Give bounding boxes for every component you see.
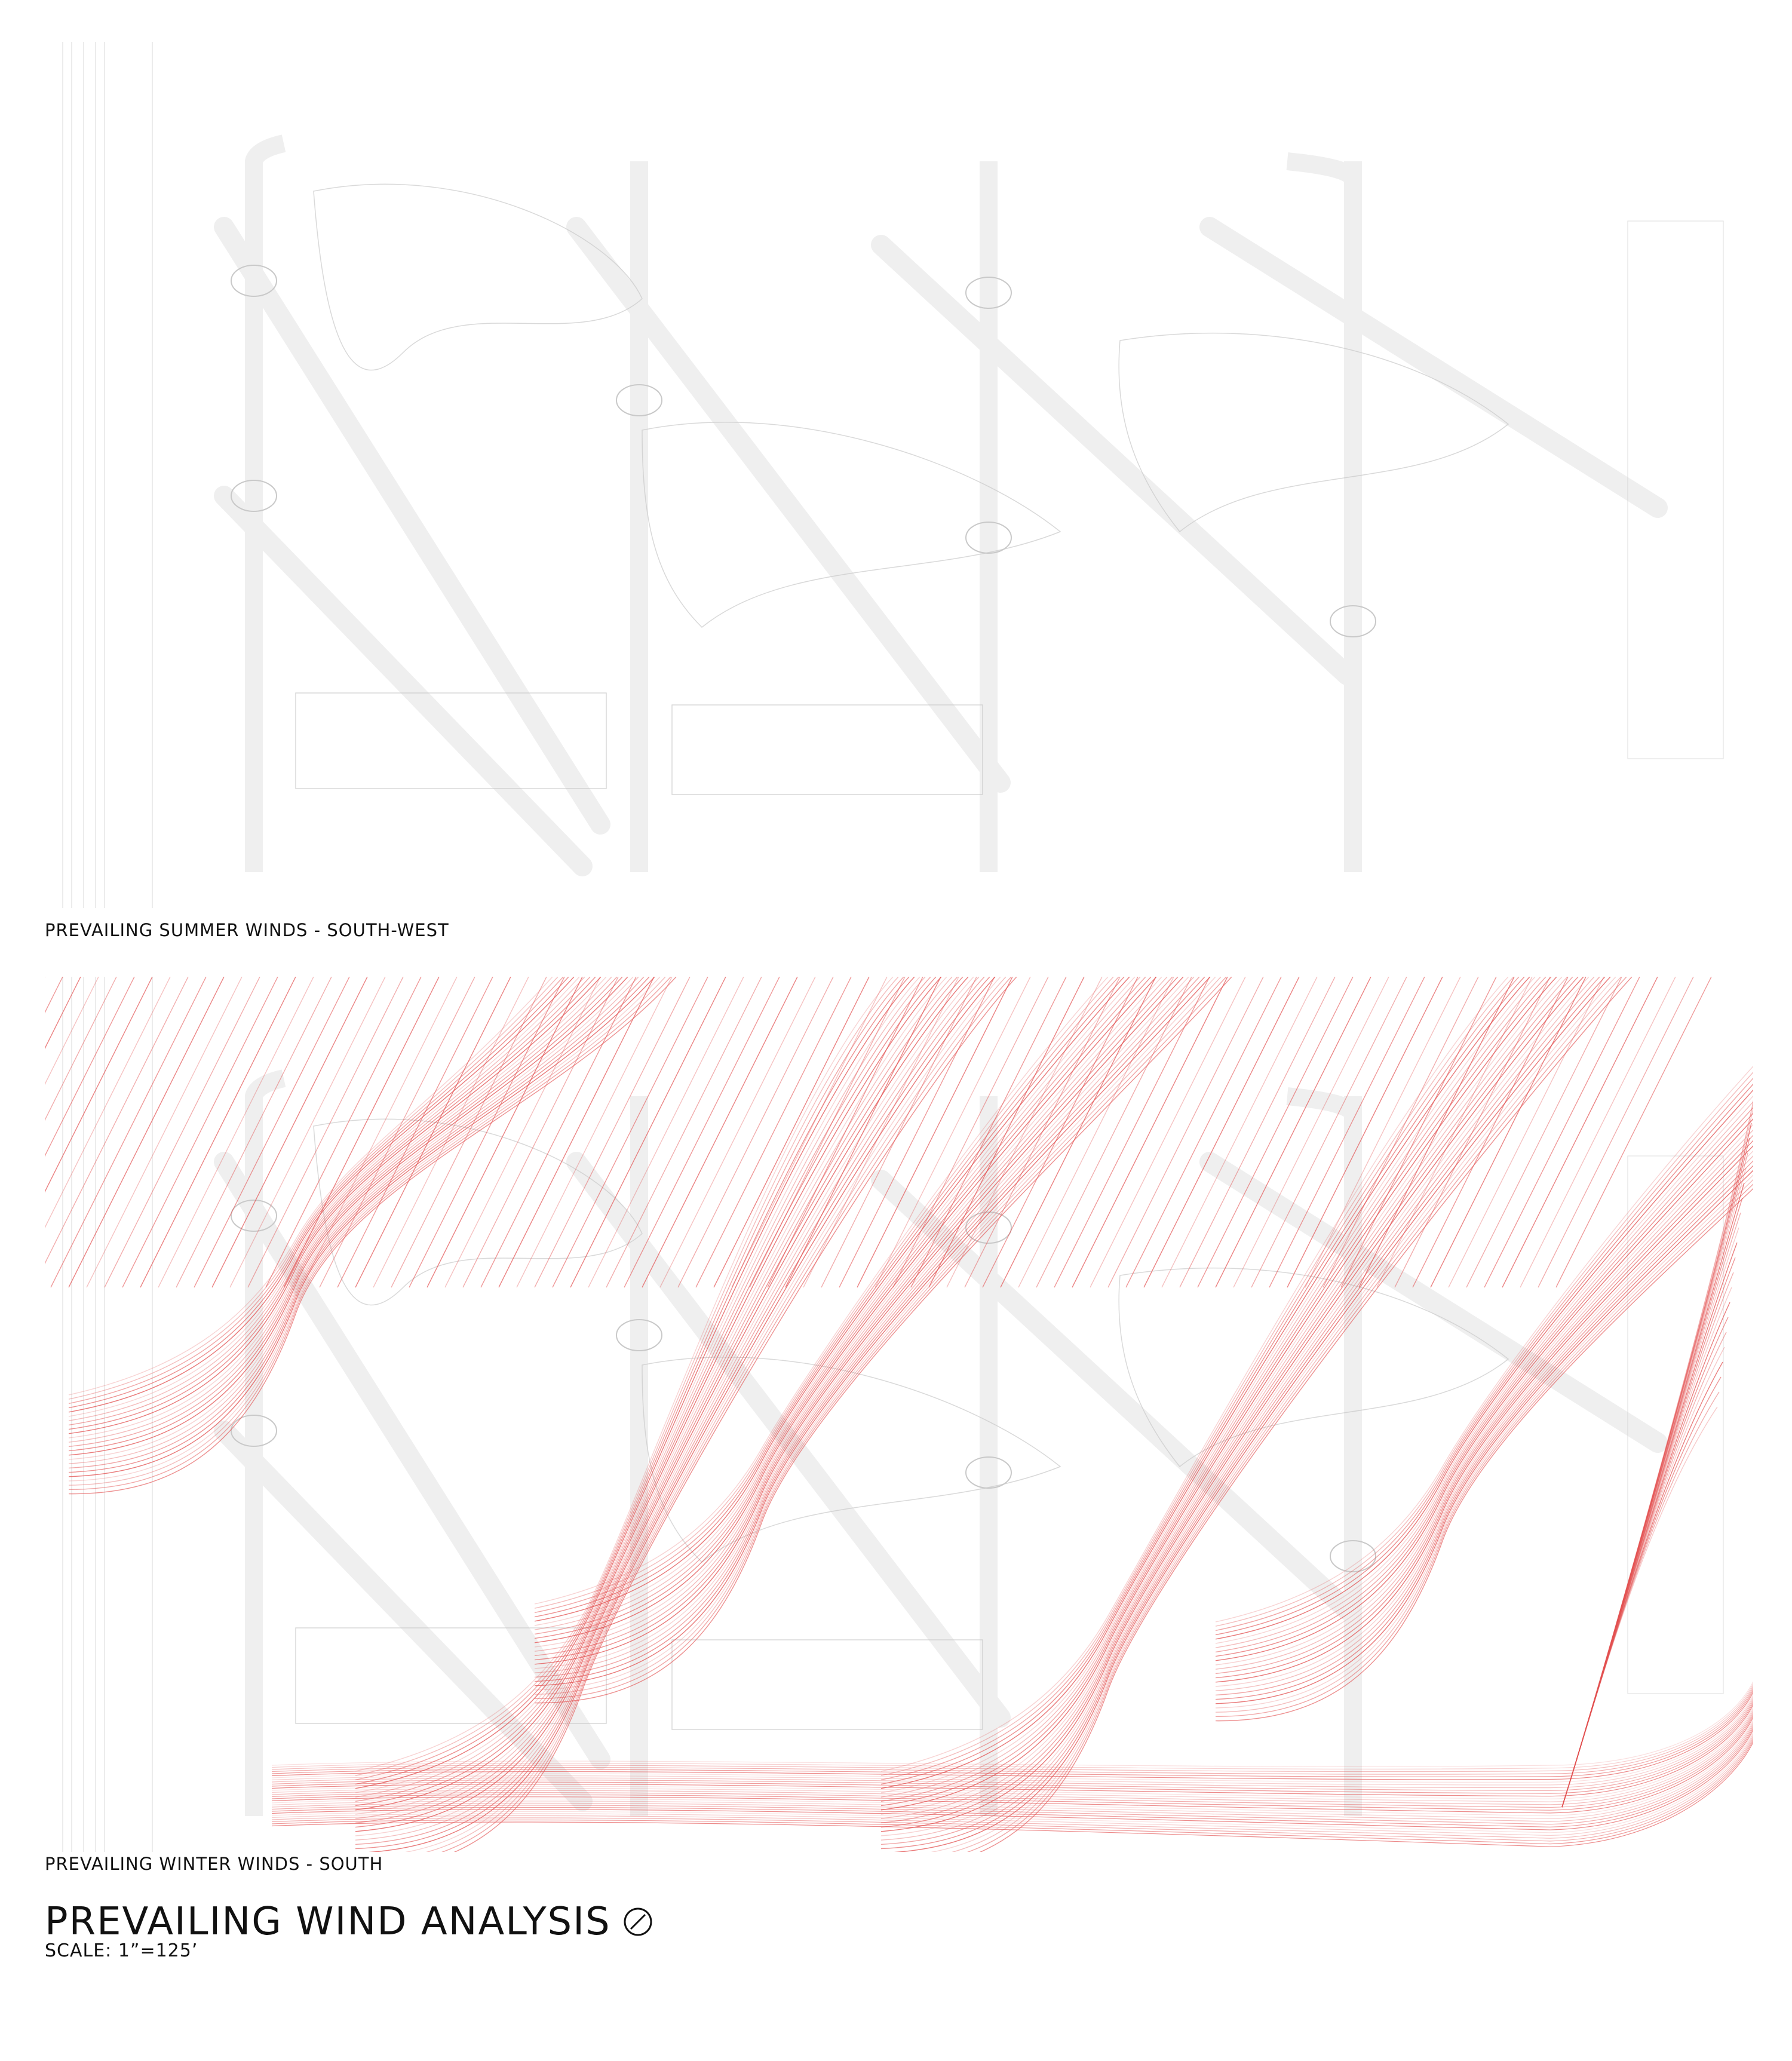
summer-caption: PREVAILING SUMMER WINDS - SOUTH-WEST (45, 920, 449, 940)
page-title: PREVAILING WIND ANALYSIS (45, 1900, 611, 1944)
title-block: PREVAILING WIND ANALYSIS SCALE: 1”=125’ (45, 1900, 653, 1961)
summer-wind-streamlines (45, 68, 1753, 906)
winter-wind-streamlines (45, 977, 1753, 1852)
summer-wind-diagram (45, 42, 1753, 908)
winter-caption: PREVAILING WINTER WINDS - SOUTH (45, 1854, 383, 1874)
scale-label: SCALE: 1”=125’ (45, 1940, 198, 1961)
north-arrow-icon (624, 1907, 652, 1936)
winter-wind-diagram (45, 977, 1753, 1852)
